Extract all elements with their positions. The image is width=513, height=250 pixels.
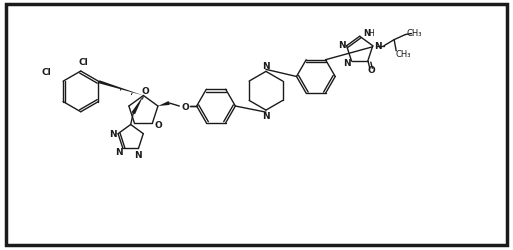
Text: N: N <box>109 130 117 138</box>
Text: O: O <box>154 120 163 129</box>
Text: N: N <box>343 58 350 67</box>
Polygon shape <box>98 81 144 96</box>
Text: CH₃: CH₃ <box>396 50 411 59</box>
Text: N: N <box>133 150 141 160</box>
Text: O: O <box>182 102 189 111</box>
Text: Cl: Cl <box>78 58 88 67</box>
Polygon shape <box>158 102 170 106</box>
Text: CH₃: CH₃ <box>407 29 422 38</box>
Text: N: N <box>363 29 370 38</box>
Polygon shape <box>131 96 144 115</box>
Text: H: H <box>368 29 374 38</box>
Text: N: N <box>374 42 382 50</box>
FancyBboxPatch shape <box>6 5 507 245</box>
Text: N: N <box>262 112 270 121</box>
Text: Cl: Cl <box>41 67 51 76</box>
Text: O: O <box>367 66 375 74</box>
Text: O: O <box>142 86 149 96</box>
Text: N: N <box>338 41 345 50</box>
Text: N: N <box>262 62 270 71</box>
Text: N: N <box>115 147 123 156</box>
